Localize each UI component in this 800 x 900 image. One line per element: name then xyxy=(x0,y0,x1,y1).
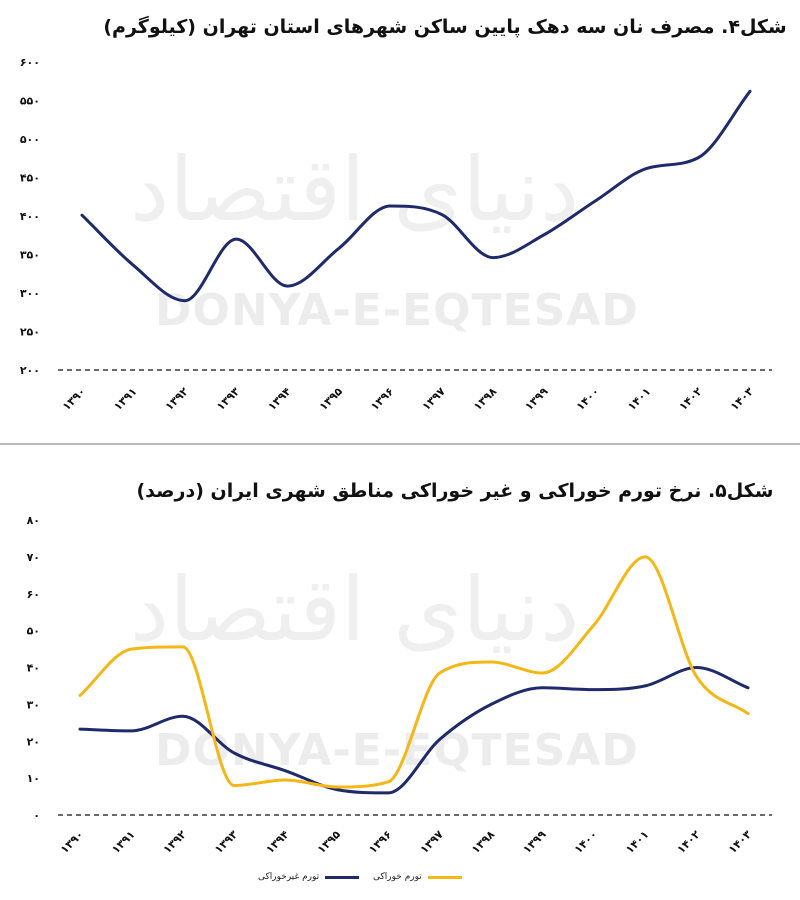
x-tick-label: ۱۳۹۸ xyxy=(471,385,499,413)
legend: تورم غیرخوراکی تورم خوراکی xyxy=(0,872,800,888)
y-tick-label: ۳۰ xyxy=(27,698,40,711)
x-tick-label: ۱۴۰۲ xyxy=(677,385,705,413)
x-tick-label: ۱۳۹۱ xyxy=(111,385,139,413)
y-tick-label: ۳۵۰ xyxy=(20,249,40,262)
x-tick-label: ۱۳۹۳ xyxy=(214,385,242,413)
y-tick-label: ۰ xyxy=(33,809,40,822)
x-tick-label: ۱۴۰۰ xyxy=(572,828,600,856)
legend-swatch xyxy=(427,875,462,879)
x-tick-label: ۱۳۹۴ xyxy=(263,828,291,856)
x-tick-label: ۱۳۹۹ xyxy=(520,828,548,856)
x-tick-label: ۱۳۹۴ xyxy=(265,385,293,413)
watermark-persian: دنیای اقتصاد xyxy=(130,558,579,661)
y-tick-label: ۴۰۰ xyxy=(20,210,40,223)
x-tick-label: ۱۳۹۵ xyxy=(317,385,345,413)
x-tick-label: ۱۴۰۱ xyxy=(623,828,651,856)
y-tick-label: ۲۰۰ xyxy=(20,364,40,377)
y-tick-label: ۶۰ xyxy=(27,588,40,601)
legend-item-nonfood: تورم غیرخوراکی xyxy=(258,872,360,882)
y-tick-label: ۲۵۰ xyxy=(20,326,40,339)
x-tick-label: ۱۴۰۱ xyxy=(625,385,653,413)
legend-item-food: تورم خوراکی xyxy=(373,872,462,882)
x-tick-label: ۱۳۹۲ xyxy=(161,828,189,856)
x-tick-label: ۱۳۹۸ xyxy=(469,828,497,856)
watermark-persian: دنیای اقتصاد xyxy=(130,138,579,241)
x-tick-label: ۱۴۰۰ xyxy=(574,385,602,413)
bread-consumption-chart: شکل۴. مصرف نان سه دهک پایین ساکن شهرهای … xyxy=(0,0,800,440)
inflation-chart: شکل۵. نرخ تورم خوراکی و غیر خوراکی مناطق… xyxy=(0,450,800,900)
x-tick-label: ۱۳۹۷ xyxy=(418,828,446,856)
y-tick-label: ۷۰ xyxy=(27,551,40,564)
chart-title: شکل۵. نرخ تورم خوراکی و غیر خوراکی مناطق… xyxy=(136,480,774,502)
watermark-latin: DONYA-E-EQTESAD xyxy=(155,285,639,336)
legend-swatch xyxy=(325,875,360,879)
series-line-0 xyxy=(80,89,752,303)
y-tick-label: ۳۰۰ xyxy=(20,287,40,300)
legend-label: تورم غیرخوراکی xyxy=(258,872,320,882)
y-tick-label: ۸۰ xyxy=(27,514,40,527)
y-tick-label: ۶۰۰ xyxy=(20,56,40,69)
y-tick-label: ۲۰ xyxy=(27,735,40,748)
x-tick-label: ۱۴۰۲ xyxy=(675,828,703,856)
watermark-latin: DONYA-E-EQTESAD xyxy=(155,725,639,776)
x-tick-label: ۱۳۹۰ xyxy=(58,828,86,856)
x-tick-label: ۱۳۹۲ xyxy=(163,385,191,413)
series-line-0 xyxy=(78,666,750,795)
y-tick-label: ۵۰ xyxy=(27,625,40,638)
x-tick-label: ۱۳۹۵ xyxy=(315,828,343,856)
y-tick-label: ۱۰ xyxy=(27,772,40,785)
x-tick-label: ۱۳۹۱ xyxy=(109,828,137,856)
x-tick-label: ۱۳۹۰ xyxy=(60,385,88,413)
legend-label: تورم خوراکی xyxy=(373,872,422,882)
x-tick-label: ۱۴۰۳ xyxy=(726,828,754,856)
y-tick-label: ۵۵۰ xyxy=(20,95,40,108)
panel-divider xyxy=(0,443,800,445)
y-tick-label: ۴۵۰ xyxy=(20,172,40,185)
chart-title: شکل۴. مصرف نان سه دهک پایین ساکن شهرهای … xyxy=(103,16,787,38)
x-tick-label: ۱۳۹۷ xyxy=(420,385,448,413)
y-tick-label: ۴۰ xyxy=(27,662,40,675)
x-tick-label: ۱۳۹۶ xyxy=(366,828,394,856)
x-tick-label: ۱۳۹۳ xyxy=(212,828,240,856)
y-tick-label: ۵۰۰ xyxy=(20,133,40,146)
x-tick-label: ۱۳۹۹ xyxy=(522,385,550,413)
x-tick-label: ۱۳۹۶ xyxy=(368,385,396,413)
x-tick-label: ۱۴۰۳ xyxy=(728,385,756,413)
